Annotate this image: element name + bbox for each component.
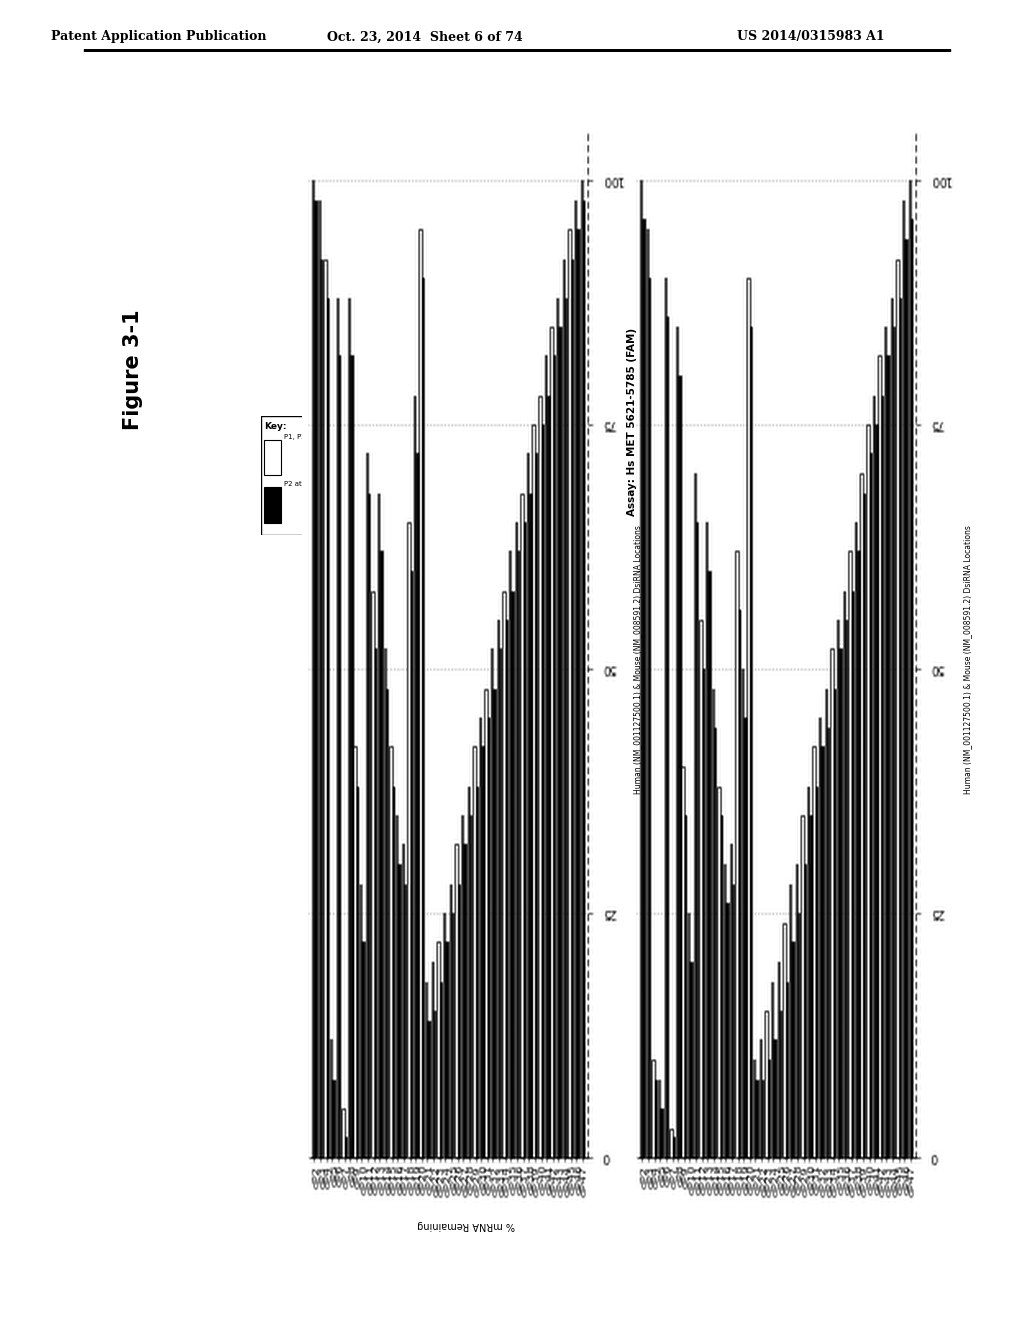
- Text: Human (NM_001127500.1) & Mouse (NM_008591.2) DsiRNA Locations: Human (NM_001127500.1) & Mouse (NM_00859…: [634, 525, 642, 795]
- Text: P1, P2 at 1nM: P1, P2 at 1nM: [284, 434, 332, 440]
- Text: % mRNA Remaining: % mRNA Remaining: [417, 1220, 515, 1230]
- Text: Patent Application Publication: Patent Application Publication: [51, 30, 266, 44]
- Text: Assay: Hs MET 5621-5785 (FAM): Assay: Hs MET 5621-5785 (FAM): [627, 329, 637, 516]
- Bar: [264, 487, 281, 523]
- Text: US 2014/0315983 A1: US 2014/0315983 A1: [737, 30, 885, 44]
- Text: Human (NM_001127500.1) & Mouse (NM_008591.2) DsiRNA Locations: Human (NM_001127500.1) & Mouse (NM_00859…: [964, 525, 972, 795]
- Text: Figure 3-1: Figure 3-1: [123, 309, 143, 430]
- Text: Oct. 23, 2014  Sheet 6 of 74: Oct. 23, 2014 Sheet 6 of 74: [327, 30, 523, 44]
- Text: Key:: Key:: [264, 422, 287, 430]
- Text: P2 at 0.1nM: P2 at 0.1nM: [284, 482, 326, 487]
- Bar: [264, 440, 281, 475]
